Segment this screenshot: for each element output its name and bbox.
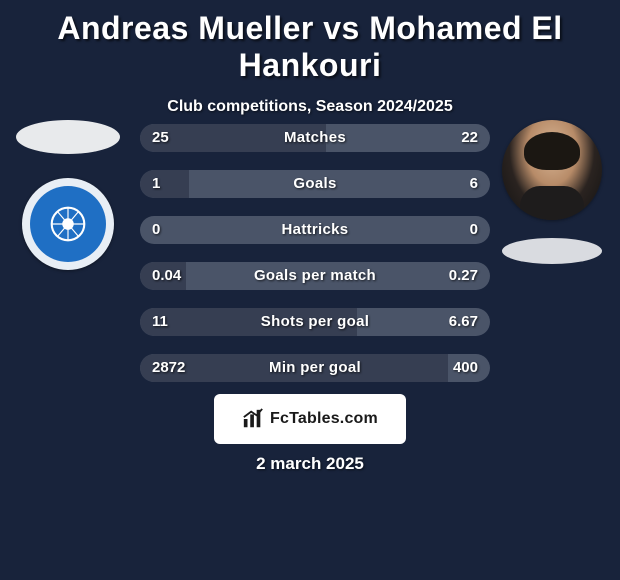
subtitle: Club competitions, Season 2024/2025 bbox=[0, 98, 620, 116]
stat-label: Matches bbox=[140, 124, 490, 152]
page-title: Andreas Mueller vs Mohamed El Hankouri bbox=[0, 0, 620, 84]
club-crest-icon bbox=[30, 186, 106, 262]
right-player-photo bbox=[502, 120, 602, 220]
stat-row: 2872Min per goal400 bbox=[140, 354, 490, 382]
stat-right-value: 400 bbox=[453, 354, 478, 382]
stat-label: Hattricks bbox=[140, 216, 490, 244]
date-label: 2 march 2025 bbox=[0, 454, 620, 474]
stat-row: 11Shots per goal6.67 bbox=[140, 308, 490, 336]
stat-label: Shots per goal bbox=[140, 308, 490, 336]
left-player-column bbox=[8, 120, 128, 270]
stat-row: 25Matches22 bbox=[140, 124, 490, 152]
chart-icon bbox=[242, 408, 264, 430]
stat-right-value: 6 bbox=[470, 170, 478, 198]
stats-table: 25Matches22 1Goals6 0Hattricks0 0.04Goals p… bbox=[140, 124, 490, 400]
stat-row: 1Goals6 bbox=[140, 170, 490, 198]
right-club-placeholder bbox=[502, 238, 602, 264]
stat-label: Goals per match bbox=[140, 262, 490, 290]
right-player-column bbox=[492, 120, 612, 264]
left-player-placeholder bbox=[16, 120, 120, 154]
stat-row: 0.04Goals per match0.27 bbox=[140, 262, 490, 290]
stat-right-value: 0 bbox=[470, 216, 478, 244]
stat-row: 0Hattricks0 bbox=[140, 216, 490, 244]
stat-right-value: 22 bbox=[461, 124, 478, 152]
stat-right-value: 6.67 bbox=[449, 308, 478, 336]
stat-label: Goals bbox=[140, 170, 490, 198]
attribution-label: FcTables.com bbox=[270, 410, 378, 428]
left-club-logo bbox=[22, 178, 114, 270]
stat-right-value: 0.27 bbox=[449, 262, 478, 290]
attribution-badge[interactable]: FcTables.com bbox=[214, 394, 406, 444]
stat-label: Min per goal bbox=[140, 354, 490, 382]
